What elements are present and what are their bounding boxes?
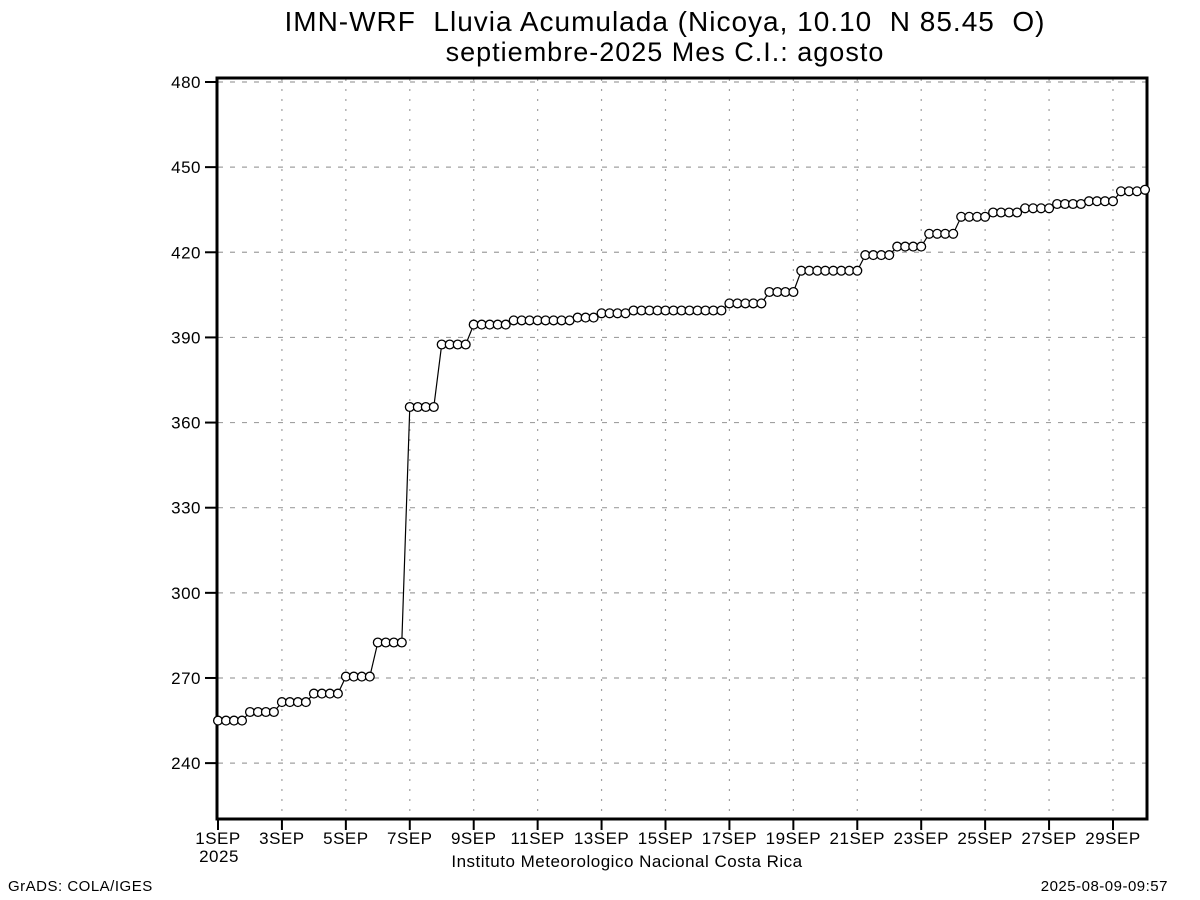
data-point-marker [1131, 186, 1143, 197]
chart-subtitle: septiembre-2025 Mes C.I.: agosto [445, 37, 885, 67]
x-tick-label: 19SEP [766, 829, 821, 848]
series-line [218, 189, 1146, 722]
data-point-marker [500, 319, 511, 330]
data-point-marker [236, 715, 248, 726]
data-point-marker [300, 697, 311, 708]
x-tick-label: 5SEP [323, 829, 368, 848]
data-point-marker [268, 706, 279, 718]
render-timestamp-label: 2025-08-09-09:57 [1040, 878, 1168, 895]
y-tick-label: 240 [171, 754, 201, 773]
x-tick-label: 1SEP [195, 829, 240, 848]
chart-title: IMN-WRF Lluvia Acumulada (Nicoya, 10.10 … [284, 6, 1046, 37]
data-point-marker [460, 339, 471, 350]
data-point-marker [756, 298, 767, 309]
y-tick-label: 270 [171, 669, 201, 688]
x-axis: 1SEP 3SEP 5SEP 7SEP 9SEP 11SEP 13SEP 15SEP 17SEP… [195, 819, 1140, 866]
footer-caption: Instituto Meteorologico Nacional Costa R… [451, 852, 803, 871]
data-point-marker [884, 250, 895, 261]
data-point-marker [980, 211, 991, 222]
y-tick-label: 480 [171, 73, 201, 92]
x-axis-year-label: 2025 [199, 847, 239, 866]
gridlines [218, 79, 1146, 818]
data-point-marker [852, 265, 863, 276]
data-point-marker [364, 671, 375, 682]
data-point-marker [788, 286, 799, 298]
data-point-marker [948, 228, 959, 239]
plot-frame [215, 76, 1149, 821]
data-series [212, 184, 1151, 726]
x-tick-label: 9SEP [451, 829, 496, 848]
data-point-marker [916, 241, 927, 252]
x-tick-label: 7SEP [387, 829, 432, 848]
x-tick-label: 23SEP [893, 829, 948, 848]
y-tick-label: 390 [171, 328, 201, 347]
data-point-marker [1107, 196, 1119, 207]
y-tick-label: 450 [171, 158, 201, 177]
data-point-marker [1139, 184, 1151, 195]
data-point-marker [332, 688, 343, 699]
y-tick-label: 330 [171, 499, 201, 518]
grads-credit-label: GrADS: COLA/IGES [8, 878, 153, 895]
x-tick-label: 13SEP [574, 829, 629, 848]
x-tick-label: 25SEP [957, 829, 1012, 848]
data-point-marker [396, 637, 407, 648]
y-tick-label: 300 [171, 584, 201, 603]
x-tick-label: 15SEP [638, 829, 693, 848]
y-tick-label: 360 [171, 414, 201, 433]
y-tick-label: 420 [171, 243, 201, 262]
x-tick-label: 27SEP [1021, 829, 1076, 848]
data-point-marker [1044, 203, 1055, 214]
y-axis: 240 270 300 330 360 390 420 450 480 [171, 73, 217, 773]
x-tick-label: 29SEP [1085, 829, 1140, 848]
data-point-marker [716, 305, 727, 316]
x-tick-label: 21SEP [830, 829, 885, 848]
data-point-marker [1012, 207, 1023, 218]
x-tick-label: 3SEP [259, 829, 304, 848]
data-point-marker [588, 312, 599, 323]
x-tick-label: 11SEP [511, 829, 565, 848]
data-point-marker [428, 401, 439, 413]
x-tick-label: 17SEP [702, 829, 757, 848]
